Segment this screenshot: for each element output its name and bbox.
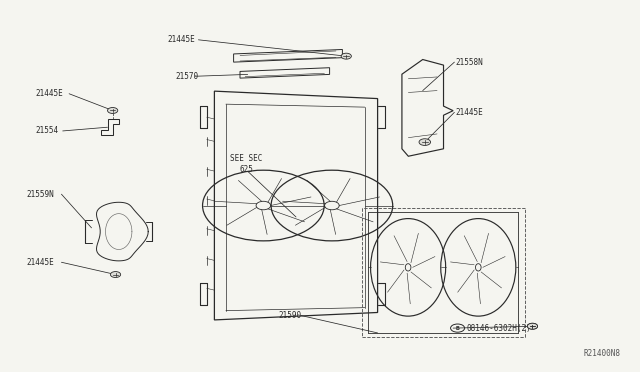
Text: 21445E: 21445E [27,258,54,267]
Text: 08146-6302H(2): 08146-6302H(2) [467,324,531,333]
Circle shape [527,323,538,329]
Text: 21590: 21590 [278,311,301,320]
Text: SEE SEC: SEE SEC [230,154,263,163]
Text: 21558N: 21558N [456,58,483,67]
Circle shape [419,139,431,145]
Text: 21559N: 21559N [27,190,54,199]
Text: 21570: 21570 [175,72,198,81]
Text: 625: 625 [240,165,254,174]
Text: 21445E: 21445E [35,89,63,98]
Circle shape [108,108,118,113]
Text: 21445E: 21445E [456,108,483,117]
Text: B: B [456,326,460,331]
Circle shape [527,323,538,329]
Circle shape [110,272,120,278]
Text: 21554: 21554 [35,126,58,135]
Circle shape [341,53,351,59]
Text: R21400N8: R21400N8 [584,349,621,358]
Text: 21445E: 21445E [168,35,195,44]
